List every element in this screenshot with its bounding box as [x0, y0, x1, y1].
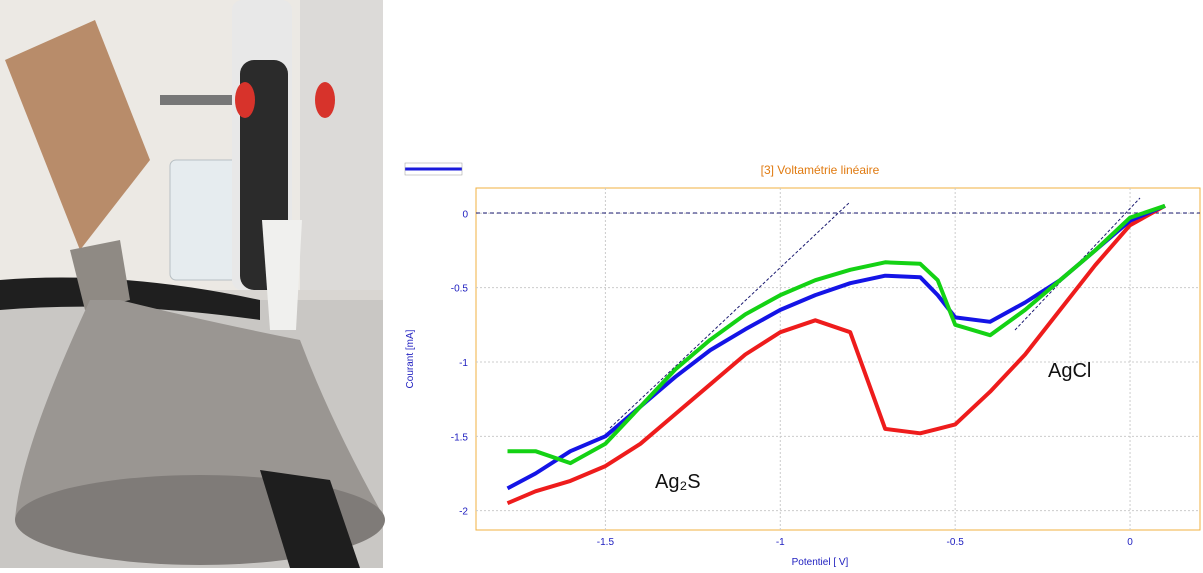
x-tick-label: -1.5: [597, 537, 615, 548]
series-line: [507, 203, 1166, 466]
annotation: Ag₂S: [655, 471, 701, 493]
y-tick-label: -1.5: [451, 432, 469, 443]
photo: [0, 0, 385, 568]
plot-area: [475, 187, 1201, 531]
series-line: [506, 204, 1166, 506]
y-tick-label: -0.5: [451, 284, 469, 295]
y-axis-label: Courant [mA]: [405, 329, 416, 388]
y-tick-label: -1: [459, 358, 468, 369]
x-tick-label: -1: [776, 537, 785, 548]
chart-title: [3] Voltamétrie linéaire: [761, 163, 880, 177]
x-tick-label: 0: [1127, 537, 1133, 548]
series-group: [506, 203, 1166, 506]
annotation: AgCl: [1048, 360, 1091, 382]
y-tick-label: -2: [459, 507, 468, 518]
x-tick-label: -0.5: [947, 537, 965, 548]
legend-box: [404, 162, 463, 176]
y-tick-label: 0: [462, 209, 468, 220]
x-axis-label: Potentiel [ V]: [792, 557, 849, 568]
